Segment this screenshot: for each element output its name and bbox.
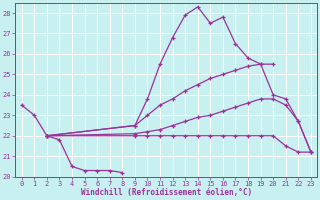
X-axis label: Windchill (Refroidissement éolien,°C): Windchill (Refroidissement éolien,°C) — [81, 188, 252, 197]
